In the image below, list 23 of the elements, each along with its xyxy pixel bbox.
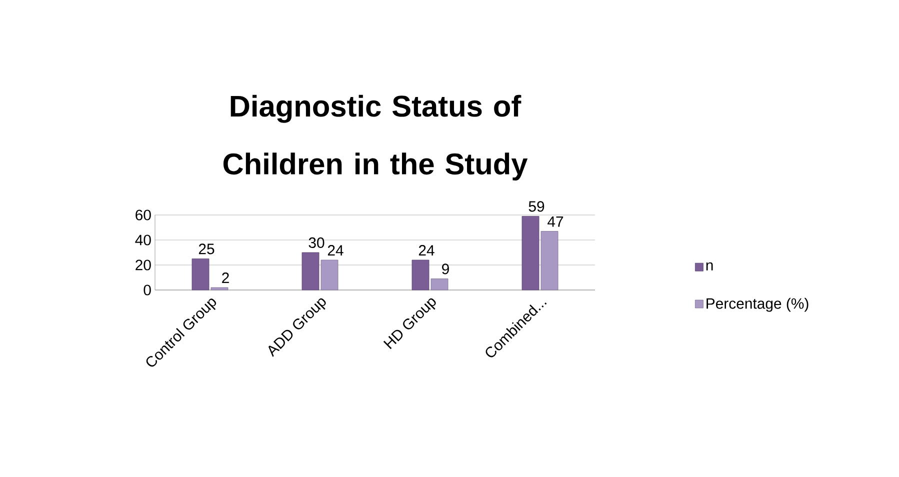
y-tick-label: 40 (135, 234, 151, 246)
data-label: 2 (222, 272, 229, 283)
legend-label: Percentage (%) (706, 298, 808, 312)
y-tick-label: 0 (144, 284, 151, 296)
bar (192, 258, 210, 290)
data-label: 9 (442, 264, 449, 274)
data-label: 30 (308, 237, 324, 248)
data-label: 24 (328, 245, 344, 256)
y-tick-label: 60 (136, 210, 151, 220)
data-label: 59 (528, 201, 544, 212)
bar (540, 231, 558, 290)
data-label: 47 (548, 216, 564, 227)
bar (210, 287, 228, 290)
data-label: 24 (418, 245, 434, 256)
y-tick-label: 20 (136, 260, 151, 270)
chart-title: Diagnostic Status of Children in the Study (223, 94, 528, 180)
bar (412, 260, 430, 290)
bar (522, 216, 540, 290)
data-label: 25 (198, 244, 214, 254)
bar (430, 278, 448, 290)
bar (320, 260, 338, 290)
legend-label: n (706, 262, 713, 270)
bar (302, 252, 320, 290)
